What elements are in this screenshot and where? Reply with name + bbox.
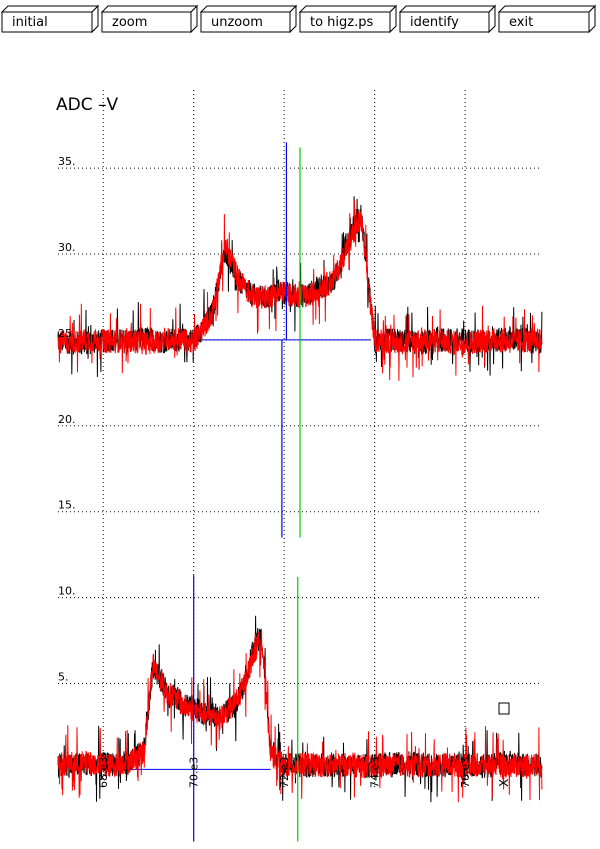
y-tick-label: 35.	[58, 155, 76, 168]
x-tick-label: 74.e3	[369, 757, 382, 788]
x-tick-label: 68.e3	[97, 757, 110, 788]
initial-button[interactable]: initial	[0, 4, 100, 34]
x-tick-label: 72.e3	[278, 757, 291, 788]
red-trace	[57, 629, 543, 803]
chart-title: ADC –V	[56, 95, 118, 115]
unzoom-button-label: unzoom	[211, 15, 263, 30]
y-tick-label: 10.	[58, 585, 76, 598]
toolbar: initial zoom unzoom to higz.ps identify …	[0, 0, 600, 36]
unzoom-button[interactable]: unzoom	[199, 4, 298, 34]
identify-button-label: identify	[410, 15, 459, 30]
y-tick-label: 20.	[58, 413, 76, 426]
to-higz-button[interactable]: to higz.ps	[298, 4, 398, 34]
to-higz-button-label: to higz.ps	[310, 15, 374, 30]
axis-box-marker	[498, 702, 510, 715]
x-axis-label: X	[497, 779, 511, 787]
y-tick-label: 30.	[58, 241, 76, 254]
chart-labels: 5. 10. 15. 20. 25. 30. 35. 68.e3 70.e3 72.e3 74.e3…	[58, 155, 472, 788]
x-tick-label: 70.e3	[188, 757, 201, 788]
exit-button[interactable]: exit	[497, 4, 597, 34]
y-tick-label: 25.	[58, 327, 76, 340]
y-tick-label: 15.	[58, 499, 76, 512]
zoom-button[interactable]: zoom	[100, 4, 199, 34]
exit-button-label: exit	[509, 15, 534, 30]
chart-grid	[58, 90, 542, 790]
initial-button-label: initial	[12, 15, 48, 30]
x-tick-label: 76.e3	[459, 757, 472, 788]
y-tick-label: 5.	[58, 670, 69, 683]
zoom-button-label: zoom	[112, 15, 148, 30]
chart-markers	[193, 142, 301, 842]
identify-button[interactable]: identify	[398, 4, 497, 34]
